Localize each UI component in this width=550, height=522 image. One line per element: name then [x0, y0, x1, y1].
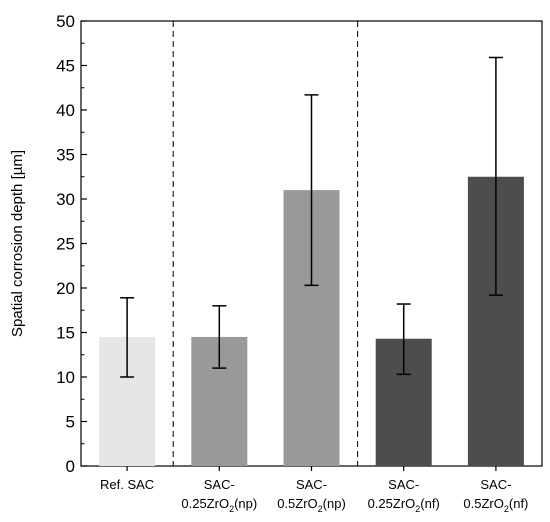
error-bar: [304, 94, 319, 287]
y-tick-label: 25: [56, 235, 75, 254]
y-axis-label: Spatial corrosion depth [µm]: [9, 150, 26, 337]
error-bars: [120, 56, 503, 378]
x-axis: Ref. SAC SAC- 0.25ZrO2(np) SAC- 0.5ZrO2(np) S…: [100, 466, 528, 514]
y-tick-label: 0: [66, 457, 75, 476]
error-bar: [212, 305, 227, 369]
group-separators: [172, 21, 359, 466]
y-tick-label: 30: [56, 190, 75, 209]
x-category-label: SAC-: [296, 477, 327, 492]
y-tick-label: 50: [56, 12, 75, 31]
x-category-formula: 0.25ZrO2(np): [181, 496, 257, 514]
y-tick-label: 20: [56, 279, 75, 298]
y-tick-label: 40: [56, 101, 75, 120]
x-category-formula: 0.5ZrO2(nf): [463, 496, 528, 514]
error-bar: [396, 303, 411, 376]
x-category-label: SAC-: [204, 477, 235, 492]
x-category-label: Ref. SAC: [100, 477, 154, 492]
y-tick-label: 10: [56, 368, 75, 387]
y-tick-label: 5: [66, 413, 75, 432]
y-axis: 0 5 10 15 20 25 30 35 40 45 50: [56, 12, 87, 476]
x-category-formula: 0.25ZrO2(nf): [368, 496, 440, 514]
error-bar: [488, 56, 503, 296]
y-tick-label: 15: [56, 324, 75, 343]
x-category-formula: 0.5ZrO2(np): [277, 496, 346, 514]
y-tick-label: 45: [56, 57, 75, 76]
y-tick-label: 35: [56, 146, 75, 165]
x-category-label: SAC-: [388, 477, 419, 492]
x-category-label: SAC-: [480, 477, 511, 492]
error-bar: [120, 297, 135, 378]
